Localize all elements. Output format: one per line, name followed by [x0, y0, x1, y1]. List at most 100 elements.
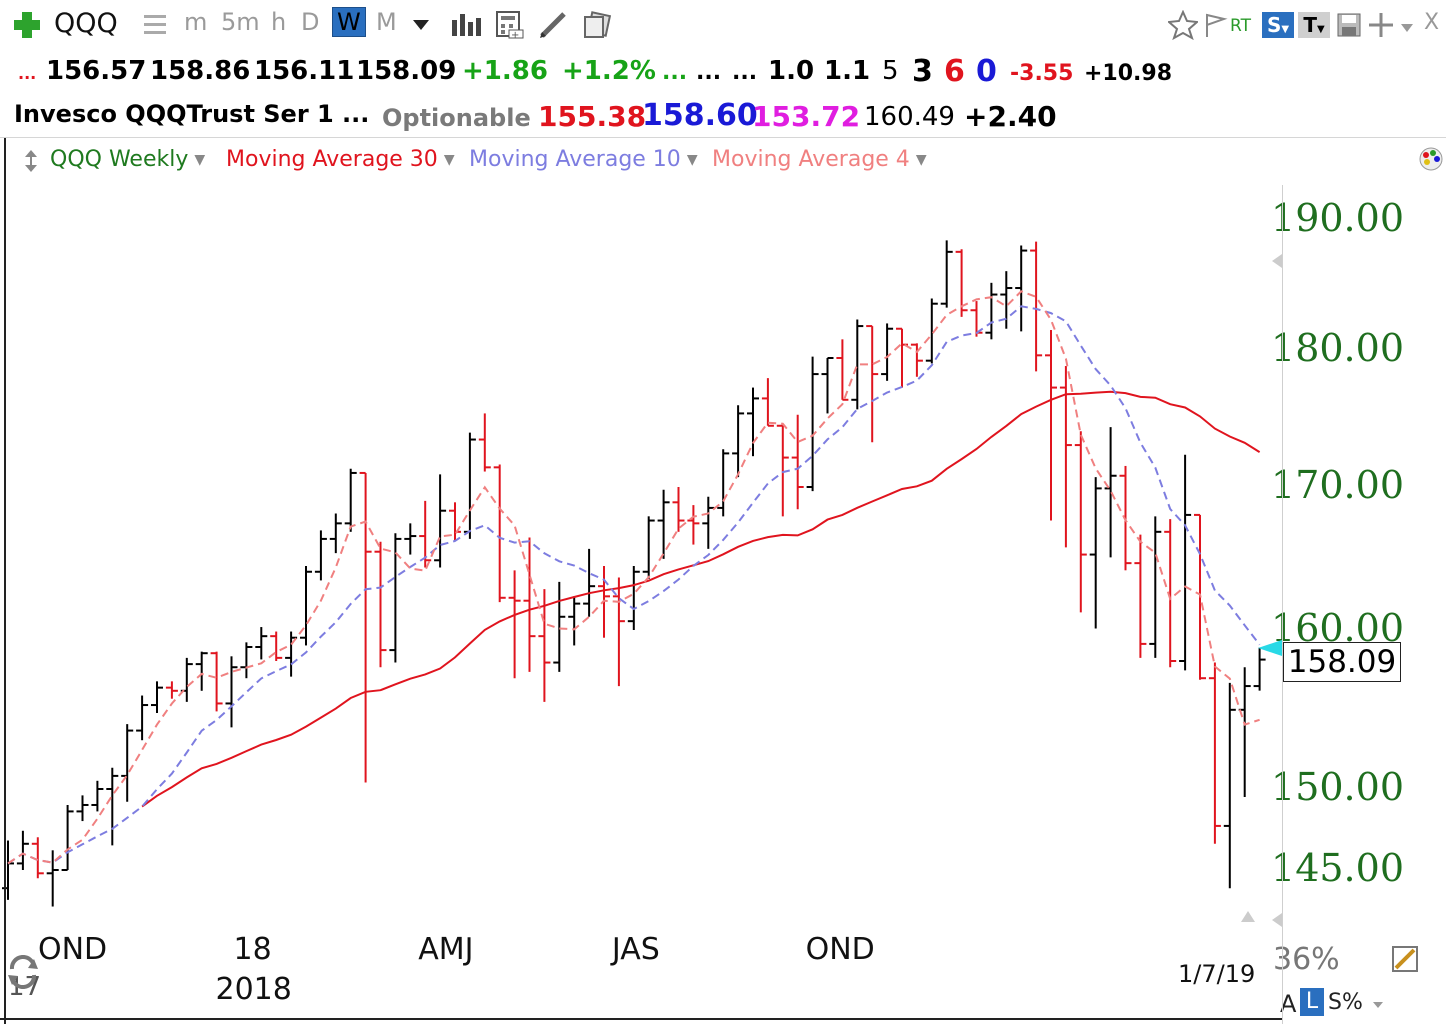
interval-5m[interactable]: 5m — [221, 8, 260, 36]
quote-lead-dots: ... — [18, 64, 37, 83]
calculator-icon[interactable]: + — [495, 10, 525, 45]
v1-value: 1.0 — [768, 56, 815, 86]
ohlc-bar-17 — [255, 627, 268, 660]
v2-value: 1.1 — [824, 56, 871, 86]
star-icon[interactable] — [1166, 9, 1200, 45]
y-tick-label: 170.00 — [1271, 463, 1404, 507]
dots-a: ... — [662, 60, 688, 85]
ohlc-bar-44 — [657, 489, 670, 559]
flag-icon[interactable] — [1204, 12, 1228, 43]
ohlc-bar-45 — [672, 487, 685, 532]
low-value: 156.11 — [254, 56, 355, 86]
ohlc-bar-70 — [1045, 330, 1057, 521]
ohlc-bar-49 — [732, 405, 745, 478]
zoom-label[interactable]: 36% — [1273, 942, 1340, 977]
legend-ma10[interactable]: Moving Average 10 ▼ — [469, 147, 698, 172]
scroll-bottom-marker-icon[interactable] — [1240, 910, 1256, 929]
ohlc-bar-23 — [344, 468, 357, 532]
ohlc-bar-57 — [851, 319, 864, 410]
ohlc-bar-3 — [46, 850, 59, 907]
last-value: 158.09 — [356, 56, 457, 86]
ohlc-bar-78 — [1164, 519, 1177, 668]
interval-d[interactable]: D — [301, 8, 320, 36]
ohlc-bar-22 — [329, 513, 342, 554]
legend-ma4[interactable]: Moving Average 4 ▼ — [712, 147, 927, 172]
dropdown-caret-icon[interactable] — [412, 18, 430, 36]
rt-label[interactable]: RT — [1230, 16, 1251, 36]
refresh-icon[interactable] — [6, 954, 40, 994]
add-symbol-icon[interactable] — [12, 10, 42, 40]
ohlc-bar-79 — [1179, 454, 1192, 671]
interval-m[interactable]: m — [184, 8, 208, 36]
save-icon[interactable] — [1336, 12, 1362, 43]
change-pct-value: +1.2% — [562, 56, 656, 86]
ohlc-bar-66 — [985, 282, 998, 340]
legend-ma30[interactable]: Moving Average 30 ▼ — [226, 147, 455, 172]
ohlc-bar-14 — [210, 651, 223, 712]
palette-icon[interactable] — [1418, 146, 1444, 177]
ohlc-bar-62 — [925, 298, 938, 364]
last-date-label: 1/7/19 — [1178, 960, 1256, 988]
axis-l-toggle[interactable]: L — [1300, 988, 1324, 1016]
interval-h[interactable]: h — [271, 8, 287, 36]
x-tick-label: 2018 — [215, 972, 292, 1007]
quote-row-1: ... 156.57 158.86 156.11 158.09 +1.86 +1… — [0, 54, 1446, 96]
layers-icon[interactable] — [582, 10, 612, 45]
scroll-bottom-left-icon[interactable] — [1270, 912, 1284, 933]
x-tick-label: OND — [38, 932, 108, 967]
ohlc-bar-81 — [1208, 662, 1221, 844]
ohlc-bar-72 — [1074, 431, 1087, 613]
price-marker-icon — [1258, 638, 1284, 663]
ohlc-bar-47 — [702, 496, 715, 549]
ohlc-bar-10 — [151, 681, 163, 713]
ruler-icon[interactable] — [1390, 944, 1420, 979]
x-tick-label: OND — [805, 932, 875, 967]
ohlc-bar-65 — [970, 301, 983, 337]
ohlc-bar-37 — [553, 581, 566, 672]
optionable-label: Optionable — [382, 104, 531, 132]
t-button-label: T — [1303, 13, 1317, 37]
n4-value: 0 — [976, 54, 997, 89]
ohlc-bar-59 — [881, 323, 894, 381]
ohlc-bar-20 — [300, 566, 312, 646]
toolbar: QQQ m 5m h D W M + RT S▼ T▼ X — [0, 0, 1446, 50]
x-tick-label: 18 — [233, 932, 272, 967]
ohlc-bar-77 — [1149, 516, 1162, 658]
interval-w-selected[interactable]: W — [332, 7, 366, 37]
close-button[interactable]: X — [1424, 10, 1440, 35]
interval-mo[interactable]: M — [376, 8, 397, 36]
move-icon[interactable] — [1368, 12, 1394, 43]
legend-ma10-label: Moving Average 10 — [469, 147, 681, 172]
ohlc-bar-55 — [821, 357, 834, 414]
ohlc-bar-21 — [314, 530, 327, 581]
n3-value: 6 — [944, 54, 965, 89]
pencil-icon[interactable] — [538, 10, 568, 45]
menu-icon[interactable] — [142, 12, 168, 38]
s-button[interactable]: S▼ — [1262, 12, 1294, 38]
symbol-label[interactable]: QQQ — [54, 8, 118, 39]
ohlc-bar-31 — [463, 432, 476, 539]
ohlc-bar-54 — [806, 356, 819, 492]
y-tick-label: 150.00 — [1271, 765, 1404, 809]
ohlc-bar-13 — [195, 651, 208, 691]
t-button[interactable]: T▼ — [1298, 12, 1330, 38]
ohlc-bar-50 — [747, 387, 759, 457]
ohlc-bar-56 — [836, 339, 849, 401]
axis-pct-toggle[interactable]: S% — [1328, 990, 1363, 1015]
legend-move-icon[interactable] — [24, 150, 38, 177]
ohlc-bar-63 — [940, 240, 953, 308]
y-tick-label: 190.00 — [1271, 196, 1404, 240]
ohlc-bar-33 — [493, 464, 506, 603]
bar-chart-icon[interactable] — [450, 12, 482, 43]
price-chart[interactable] — [0, 185, 1282, 925]
security-name: Invesco QQQTrust Ser 1 — [14, 100, 334, 128]
dots-b: ... — [696, 60, 722, 85]
axis-caret-icon[interactable] — [1372, 996, 1384, 1014]
ohlc-bar-48 — [717, 449, 730, 517]
x-tick-label: JAS — [611, 932, 660, 967]
scroll-up-marker-icon[interactable] — [1270, 253, 1284, 274]
legend-series[interactable]: QQQ Weekly ▼ — [50, 147, 206, 172]
more-caret-icon[interactable] — [1400, 20, 1414, 38]
axis-a-toggle[interactable]: A — [1280, 990, 1297, 1018]
quote-row-2: Invesco QQQTrust Ser 1 ... Optionable 15… — [0, 98, 1446, 136]
